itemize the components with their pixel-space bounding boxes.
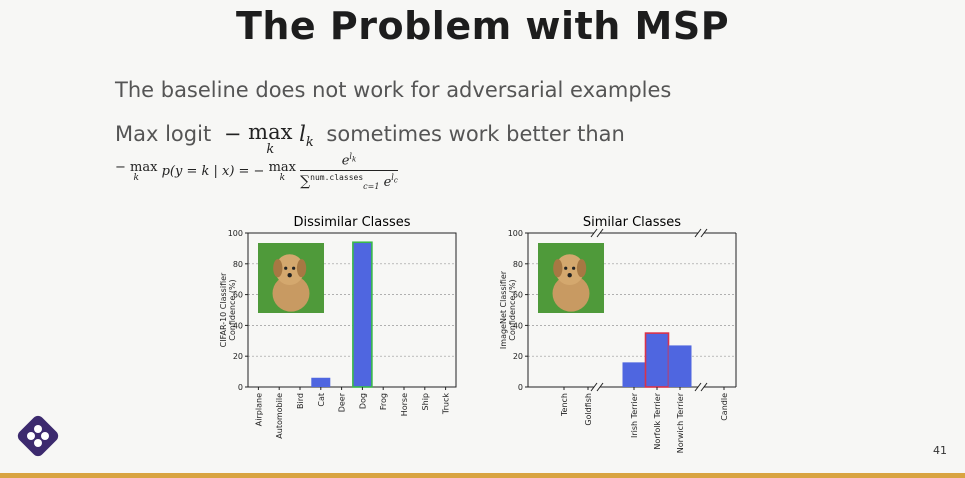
- y-tick-label: 20: [233, 352, 243, 361]
- x-tick-label: Irish Terrier: [630, 392, 639, 438]
- axis-break-mark: [700, 228, 708, 238]
- similar-classes-chart: Similar Classes 0 20 40 60 80 100 ImageNet Clas…: [496, 212, 756, 476]
- dog-ear: [553, 259, 563, 278]
- x-tick-label: Candle: [720, 393, 729, 421]
- x-tick-label: Norwich Terrier: [676, 392, 685, 453]
- y-tick-label: 40: [513, 321, 523, 330]
- slide-title: The Problem with MSP: [235, 4, 730, 48]
- x-tick-label: Horse: [400, 393, 409, 416]
- axis-break-mark: [700, 382, 708, 392]
- axis-break-mark: [590, 228, 598, 238]
- dog-head: [275, 254, 305, 285]
- dog-eye: [284, 266, 288, 270]
- y-tick-label: 40: [233, 321, 243, 330]
- logo-icon: [17, 415, 59, 457]
- dog-ear: [576, 259, 587, 278]
- slide-number: 41: [933, 444, 947, 457]
- bar-norwich-terrier: [668, 345, 692, 387]
- dog-eye: [564, 266, 568, 270]
- y-tick-label: 100: [508, 229, 523, 238]
- dog-nose: [287, 273, 292, 278]
- dissimilar-classes-chart: Dissimilar Classes 0 20 40 60 80 100 CIFAR-10 C…: [216, 212, 476, 476]
- y-axis-label-line: Confidence (%): [228, 279, 237, 340]
- dog-ear: [296, 259, 307, 278]
- footer-bar: [0, 473, 965, 478]
- x-tick-label: Tench: [560, 393, 569, 417]
- dog-photo: [258, 243, 324, 313]
- x-tick-label: Dog: [358, 393, 367, 409]
- y-axis-label-line: Confidence (%): [508, 279, 517, 340]
- y-tick-label: 80: [233, 260, 243, 269]
- bullet-line-2: Max logit − max k lk sometimes work bette…: [115, 120, 625, 157]
- bullet-line-1: The baseline does not work for adversari…: [115, 78, 672, 102]
- x-tick-label: Automobile: [275, 393, 284, 439]
- y-tick-label: 60: [513, 291, 523, 300]
- dog-body: [272, 275, 310, 312]
- dog-nose: [567, 273, 572, 278]
- y-tick-label: 0: [238, 383, 243, 392]
- y-tick-label: 80: [513, 260, 523, 269]
- x-tick-label: Airplane: [254, 393, 263, 426]
- line2-prefix: Max logit: [115, 122, 212, 146]
- y-axis-label: ImageNet ClassifierConfidence (%): [499, 270, 517, 349]
- x-tick-label: Cat: [317, 393, 326, 407]
- chart-title: Similar Classes: [583, 215, 681, 230]
- x-tick-label: Bird: [296, 393, 305, 409]
- dog-eye: [292, 266, 296, 270]
- y-tick-label: 0: [518, 383, 523, 392]
- dog-body: [552, 275, 590, 312]
- y-axis-label-line: ImageNet Classifier: [499, 270, 508, 349]
- dog-ear: [273, 259, 283, 278]
- chart2-svg: Similar Classes 0 20 40 60 80 100 ImageNet Clas…: [499, 215, 737, 453]
- chart1-svg: Dissimilar Classes 0 20 40 60 80 100 CIFAR-10 C…: [219, 215, 457, 439]
- bar-cat: [311, 377, 331, 387]
- dog-head: [555, 254, 585, 285]
- y-axis-label-line: CIFAR-10 Classifier: [219, 272, 228, 347]
- plot-frame: [247, 232, 457, 388]
- axis-break-mark: [596, 382, 604, 392]
- dog-eye: [572, 266, 576, 270]
- x-tick-label: Norfolk Terrier: [653, 392, 662, 449]
- y-tick-label: 100: [228, 229, 243, 238]
- x-tick-label: Goldfish: [584, 393, 593, 426]
- x-tick-label: Ship: [421, 393, 430, 410]
- bar-norfolk-terrier: [644, 332, 670, 388]
- dog-photo: [538, 243, 604, 313]
- x-tick-label: Frog: [379, 393, 388, 410]
- axis-break-mark: [596, 228, 604, 238]
- line2-suffix: sometimes work better than: [326, 122, 625, 146]
- axis-break-mark: [694, 382, 702, 392]
- y-tick-label: 60: [233, 291, 243, 300]
- y-axis-label: CIFAR-10 ClassifierConfidence (%): [219, 272, 237, 347]
- chart-title: Dissimilar Classes: [293, 215, 410, 230]
- bar-irish-terrier: [622, 362, 646, 387]
- axis-break-mark: [694, 228, 702, 238]
- max-logit-formula: − max k lk: [223, 120, 314, 157]
- axis-break-mark: [590, 382, 598, 392]
- y-tick-label: 20: [513, 352, 523, 361]
- bar-dog: [352, 241, 373, 388]
- x-tick-label: Truck: [442, 393, 451, 415]
- x-tick-label: Deer: [338, 392, 347, 412]
- msp-formula: − max k p(y = k | x) = − max k elk ∑num.cl…: [115, 152, 398, 192]
